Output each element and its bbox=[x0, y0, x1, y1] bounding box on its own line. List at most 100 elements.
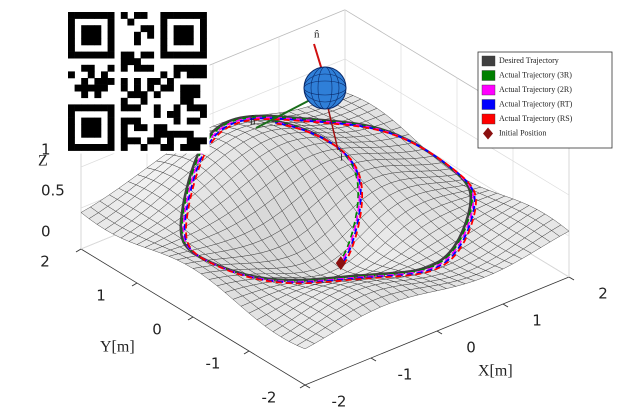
qr-module bbox=[200, 12, 207, 19]
legend-swatch bbox=[481, 84, 496, 96]
qr-module bbox=[160, 51, 168, 59]
legend-label: Actual Trajectory (RS) bbox=[499, 114, 573, 123]
qr-module bbox=[127, 18, 135, 26]
qr-module bbox=[68, 124, 75, 132]
qr-module bbox=[68, 104, 75, 112]
qr-module bbox=[68, 25, 75, 33]
trajectory-loop bbox=[181, 115, 474, 282]
qr-module bbox=[140, 51, 148, 59]
qr-module bbox=[186, 25, 194, 33]
qr-module bbox=[107, 137, 115, 145]
qr-module bbox=[74, 84, 82, 92]
qr-module bbox=[200, 45, 207, 52]
qr-module bbox=[74, 104, 82, 112]
qr-module bbox=[120, 130, 128, 138]
qr-module bbox=[134, 124, 141, 132]
x-tick-label: -2 bbox=[332, 393, 347, 408]
qr-module bbox=[120, 97, 128, 105]
qr-module bbox=[180, 84, 188, 92]
annotation: n̂ bbox=[314, 29, 320, 41]
qr-module bbox=[147, 78, 155, 85]
legend-swatch bbox=[481, 70, 496, 81]
trajectory-approach bbox=[272, 120, 360, 263]
qr-module bbox=[107, 117, 115, 125]
qr-module bbox=[81, 84, 89, 92]
qr-module bbox=[180, 38, 188, 46]
qr-module bbox=[68, 51, 75, 59]
qr-module bbox=[140, 64, 148, 72]
qr-module bbox=[127, 117, 135, 125]
qr-module bbox=[87, 144, 95, 151]
qr-module bbox=[193, 64, 201, 72]
qr-module bbox=[173, 12, 181, 19]
qr-module bbox=[186, 130, 194, 138]
qr-module bbox=[134, 104, 141, 112]
trajectory-approach bbox=[275, 121, 362, 265]
qr-module bbox=[68, 31, 75, 39]
qr-module bbox=[173, 64, 181, 72]
initial-position bbox=[335, 256, 346, 271]
axes: Z Y[m] X[m] bbox=[38, 153, 513, 380]
sphere: n̂ l̂ ĥ bbox=[250, 29, 347, 164]
qr-module bbox=[68, 18, 75, 26]
qr-module bbox=[200, 51, 207, 59]
qr-module bbox=[94, 25, 102, 33]
qr-module bbox=[120, 12, 128, 19]
qr-module bbox=[87, 64, 95, 72]
legend-label: Initial Position bbox=[499, 128, 546, 137]
qr-module bbox=[87, 84, 95, 92]
qr-module bbox=[180, 91, 188, 99]
tick-mark bbox=[370, 357, 377, 362]
qr-module bbox=[107, 144, 115, 151]
vector-h bbox=[255, 99, 311, 129]
qr-module bbox=[167, 144, 174, 151]
qr-module bbox=[74, 144, 82, 151]
qr-module bbox=[87, 25, 95, 33]
qr-module bbox=[173, 117, 181, 125]
surface-patch bbox=[296, 339, 315, 350]
qr-module bbox=[87, 104, 95, 112]
qr-module bbox=[81, 91, 89, 99]
qr-module bbox=[107, 78, 115, 85]
qr-module bbox=[81, 144, 89, 151]
qr-module bbox=[180, 97, 188, 105]
qr-module bbox=[94, 144, 102, 151]
x-axis-label: X[m] bbox=[478, 363, 513, 380]
qr-module bbox=[101, 12, 108, 19]
qr-module bbox=[107, 12, 115, 19]
sphere-mesh bbox=[303, 73, 347, 103]
qr-module bbox=[186, 104, 194, 112]
qr-module bbox=[68, 45, 75, 52]
trajectories bbox=[179, 114, 477, 285]
qr-module bbox=[186, 51, 194, 59]
qr-module bbox=[94, 91, 102, 99]
qr-module bbox=[167, 12, 174, 19]
qr-module bbox=[127, 58, 135, 66]
qr-module bbox=[134, 38, 141, 46]
qr-module bbox=[200, 111, 207, 118]
qr-module bbox=[193, 71, 201, 79]
qr-module bbox=[107, 130, 115, 138]
qr-module bbox=[173, 51, 181, 59]
qr-module bbox=[173, 31, 181, 39]
qr-module bbox=[180, 144, 188, 151]
qr-module bbox=[160, 18, 168, 26]
qr-module bbox=[160, 25, 168, 33]
y-tick-label: 2 bbox=[40, 253, 50, 271]
qr-module bbox=[180, 12, 188, 19]
qr-module bbox=[193, 117, 201, 125]
qr-module bbox=[140, 12, 148, 19]
qr-module bbox=[160, 45, 168, 52]
x-tick-label: -1 bbox=[398, 366, 413, 384]
qr-module bbox=[68, 71, 75, 79]
qr-module bbox=[134, 58, 141, 66]
qr-module bbox=[94, 78, 102, 85]
qr-module bbox=[94, 104, 102, 112]
annotation: l̂ bbox=[339, 150, 343, 164]
qr-module bbox=[127, 51, 135, 59]
qr-module bbox=[153, 137, 161, 145]
legend-label: Actual Trajectory (2R) bbox=[499, 85, 572, 94]
tick-mark bbox=[243, 350, 250, 355]
qr-module bbox=[167, 130, 174, 138]
